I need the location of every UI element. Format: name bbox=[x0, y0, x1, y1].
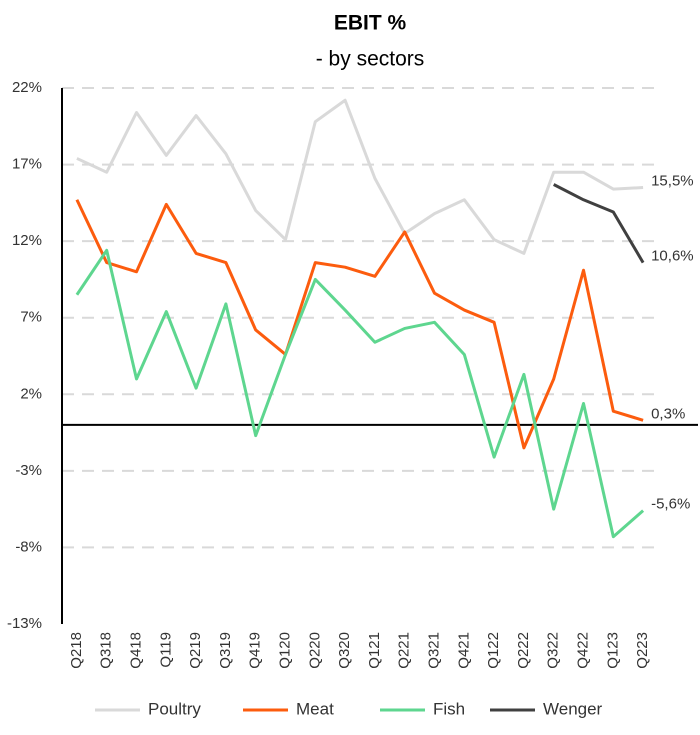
y-tick-label: -8% bbox=[15, 538, 42, 555]
x-tick-label: Q419 bbox=[247, 632, 264, 669]
legend-label: Meat bbox=[296, 699, 334, 718]
y-tick-label: -13% bbox=[7, 615, 42, 632]
x-tick-label: Q322 bbox=[545, 632, 562, 669]
y-tick-label: 22% bbox=[12, 79, 42, 96]
series-line bbox=[75, 248, 645, 539]
end-label: 15,5% bbox=[651, 173, 694, 190]
x-tick-label: Q221 bbox=[396, 632, 413, 669]
x-tick-label: Q422 bbox=[574, 632, 591, 669]
legend-label: Fish bbox=[433, 699, 465, 718]
x-tick-label: Q320 bbox=[336, 632, 353, 669]
x-tick-label: Q123 bbox=[604, 632, 621, 669]
x-tick-label: Q318 bbox=[98, 632, 115, 669]
x-tick-label: Q122 bbox=[485, 632, 502, 669]
x-tick-label: Q321 bbox=[425, 632, 442, 669]
y-tick-label: 12% bbox=[12, 232, 42, 249]
series-line bbox=[75, 199, 644, 450]
end-label: 0,3% bbox=[651, 405, 685, 422]
x-tick-label: Q219 bbox=[187, 632, 204, 669]
x-tick-label: Q121 bbox=[366, 632, 383, 669]
x-tick-label: Q218 bbox=[68, 632, 85, 669]
x-tick-label: Q119 bbox=[157, 632, 174, 668]
series-line bbox=[553, 183, 645, 264]
series-line bbox=[76, 98, 644, 255]
x-tick-label: Q222 bbox=[515, 632, 532, 669]
x-tick-label: Q223 bbox=[634, 632, 651, 669]
x-tick-label: Q418 bbox=[127, 632, 144, 669]
x-tick-label: Q319 bbox=[217, 632, 234, 669]
x-tick-label: Q421 bbox=[455, 632, 472, 669]
y-tick-label: 2% bbox=[20, 385, 42, 402]
x-tick-label: Q120 bbox=[276, 632, 293, 669]
end-label: -5,6% bbox=[651, 496, 690, 513]
y-tick-label: 17% bbox=[12, 156, 42, 173]
chart-title: EBIT % bbox=[334, 12, 407, 35]
chart-subtitle: - by sectors bbox=[316, 48, 425, 71]
end-label: 10,6% bbox=[651, 248, 694, 265]
legend-label: Wenger bbox=[543, 699, 603, 718]
x-tick-label: Q220 bbox=[306, 632, 323, 669]
y-tick-label: -3% bbox=[15, 462, 42, 479]
legend-label: Poultry bbox=[148, 699, 201, 718]
y-tick-label: 7% bbox=[20, 309, 42, 326]
